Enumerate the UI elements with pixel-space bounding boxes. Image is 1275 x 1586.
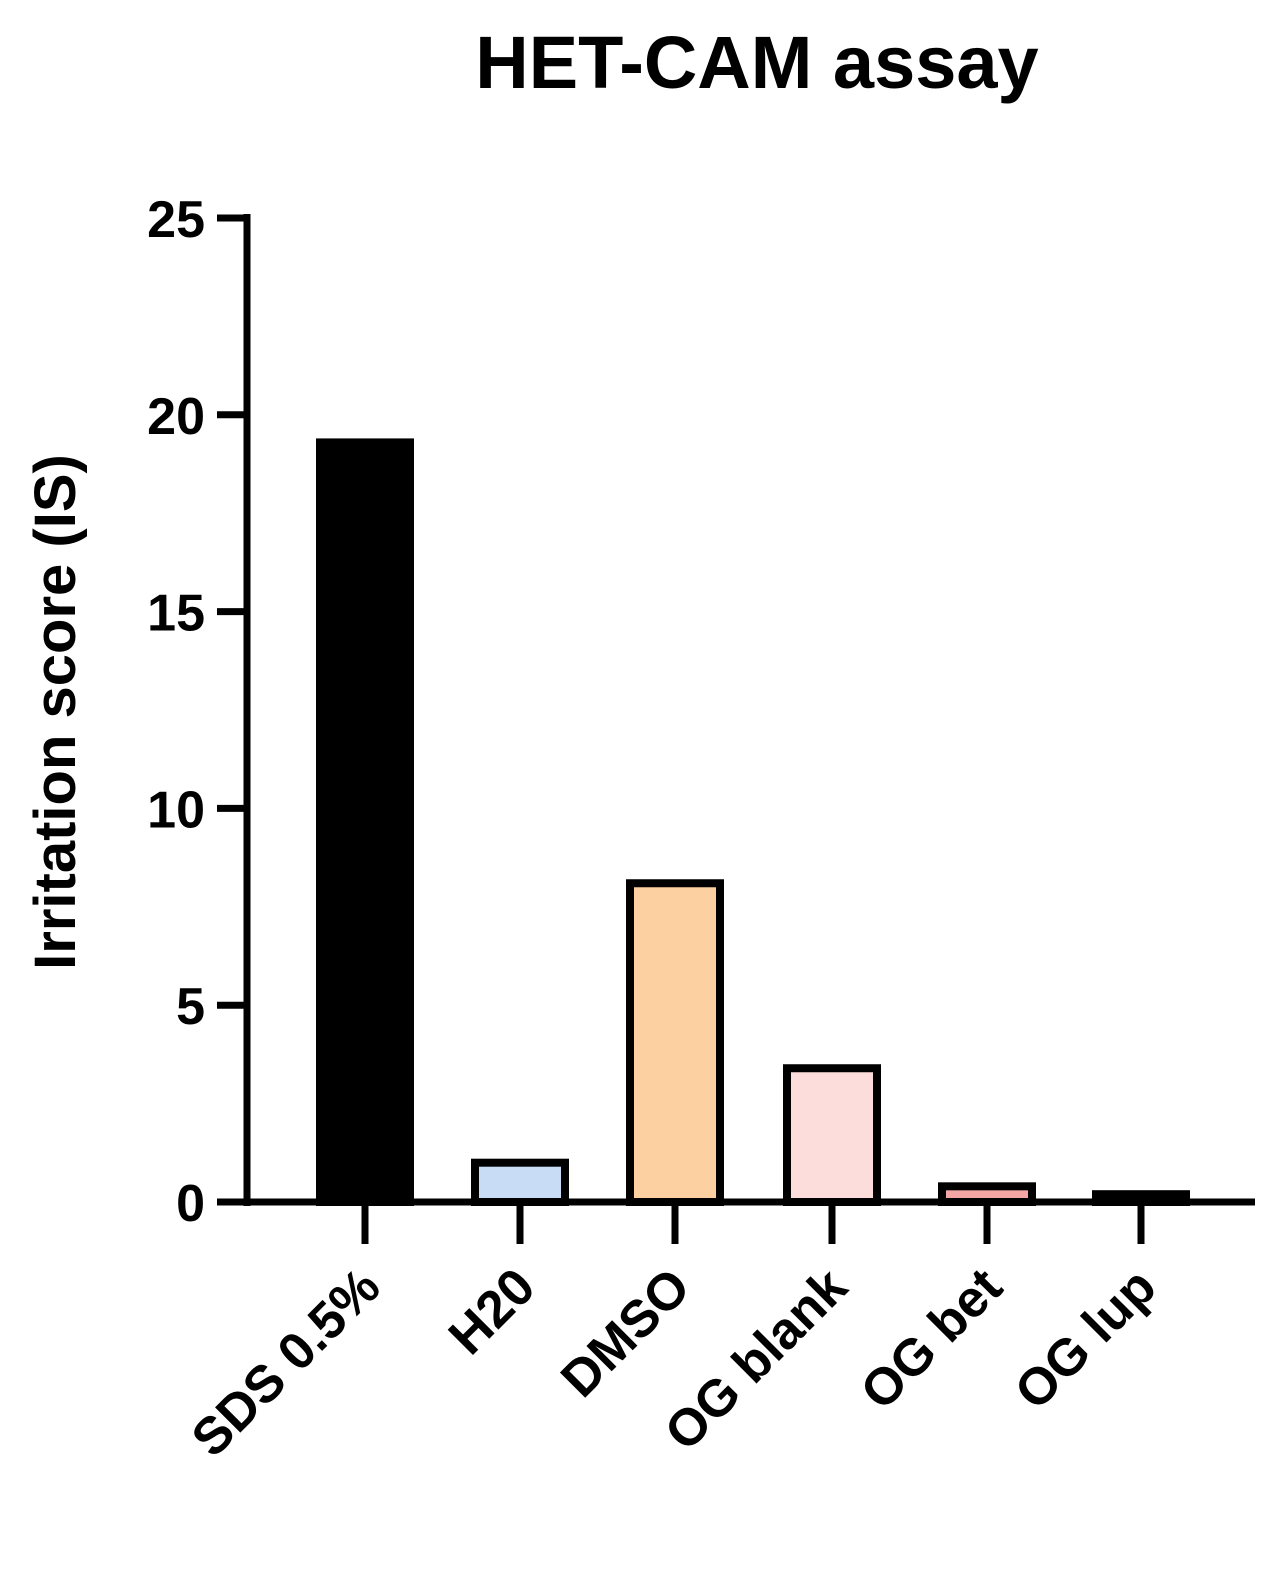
x-category-label: H20: [438, 1257, 546, 1365]
bar: [783, 1064, 881, 1206]
x-category-label: SDS 0.5%: [181, 1257, 392, 1468]
x-category-label: OG bet: [850, 1257, 1014, 1421]
y-tick-label: 25: [147, 191, 205, 249]
bar: [471, 1158, 569, 1206]
x-category-label: DMSO: [550, 1257, 701, 1408]
y-tick-label: 0: [176, 1175, 205, 1233]
y-tick-label: 15: [147, 585, 205, 643]
x-category-label: OG lup: [1004, 1257, 1168, 1421]
chart-title: HET-CAM assay: [475, 21, 1038, 104]
bar: [316, 438, 414, 1206]
y-tick-label: 5: [176, 978, 205, 1036]
y-tick-label: 10: [147, 781, 205, 839]
y-tick-label: 20: [147, 388, 205, 446]
bar: [626, 879, 724, 1206]
y-axis-label: Irritation score (IS): [23, 454, 88, 970]
